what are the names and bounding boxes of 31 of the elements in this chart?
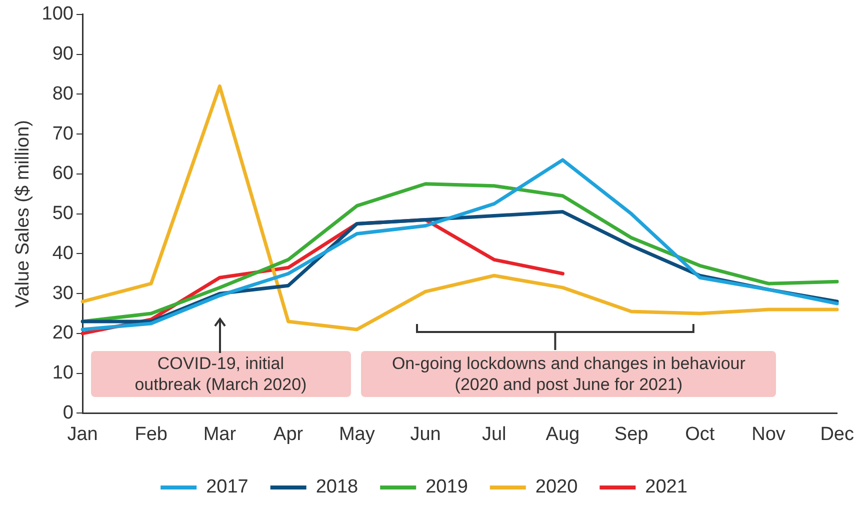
y-tick-label: 40 bbox=[52, 242, 74, 264]
y-tick-label: 50 bbox=[52, 203, 74, 224]
x-tick-label: Jun bbox=[410, 424, 441, 445]
x-tick-label: Apr bbox=[274, 424, 304, 445]
y-tick-label: 20 bbox=[52, 322, 74, 344]
y-tick-label: 70 bbox=[52, 123, 74, 144]
note-box: COVID-19, initial outbreak (March 2020) bbox=[90, 351, 351, 398]
y-tick-label: 0 bbox=[62, 402, 74, 424]
x-tick-label: Oct bbox=[685, 424, 716, 445]
x-tick-label: May bbox=[338, 424, 376, 445]
x-tick-label: Sep bbox=[614, 424, 648, 445]
y-tick-label: 10 bbox=[52, 362, 74, 384]
legend-label: 2018 bbox=[316, 476, 358, 498]
x-tick-label: Nov bbox=[752, 424, 786, 445]
y-tick-label: 90 bbox=[52, 44, 74, 65]
x-tick-label: Aug bbox=[546, 424, 580, 445]
legend-label: 2021 bbox=[645, 476, 688, 498]
legend-label: 2019 bbox=[426, 476, 468, 498]
x-tick-label: Jan bbox=[67, 424, 98, 445]
y-tick-label: 100 bbox=[42, 4, 74, 25]
y-tick-label: 80 bbox=[52, 83, 74, 104]
legend-label: 2020 bbox=[535, 476, 578, 498]
y-tick-label: 30 bbox=[52, 282, 74, 304]
y-axis-title: Value Sales ($ million) bbox=[12, 120, 34, 308]
x-tick-label: Feb bbox=[134, 424, 168, 445]
y-tick-label: 60 bbox=[52, 163, 74, 184]
x-tick-label: Mar bbox=[203, 424, 237, 445]
note-box: On-going lockdowns and changes in behaviour (2020 and post June for 2021) bbox=[360, 351, 776, 398]
x-tick-label: Jul bbox=[482, 424, 506, 445]
x-tick-label: Dec bbox=[820, 424, 854, 445]
legend-label: 2017 bbox=[206, 476, 248, 498]
